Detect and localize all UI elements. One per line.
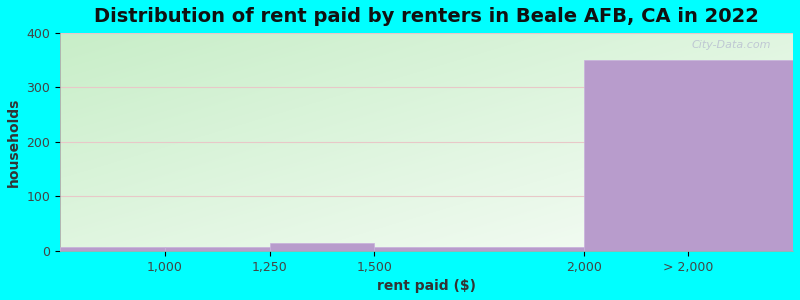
Text: City-Data.com: City-Data.com (691, 40, 771, 50)
Title: Distribution of rent paid by renters in Beale AFB, CA in 2022: Distribution of rent paid by renters in … (94, 7, 759, 26)
Bar (165, 247, 270, 251)
Bar (374, 247, 584, 251)
X-axis label: rent paid ($): rent paid ($) (377, 279, 476, 293)
Bar (584, 60, 793, 251)
Bar (60, 247, 165, 251)
Y-axis label: households: households (7, 97, 21, 187)
Bar (270, 243, 374, 251)
